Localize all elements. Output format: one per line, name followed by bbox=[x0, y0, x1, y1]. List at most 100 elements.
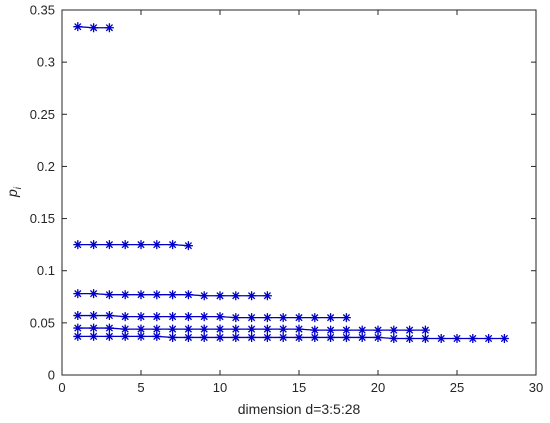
series-line bbox=[77, 314, 347, 319]
data-point-marker bbox=[310, 325, 320, 335]
data-point-marker bbox=[215, 324, 225, 334]
data-point-marker bbox=[104, 331, 114, 341]
data-point-marker bbox=[420, 334, 430, 343]
data-point-marker bbox=[152, 312, 162, 322]
data-point-marker bbox=[231, 332, 241, 342]
data-point-marker bbox=[89, 323, 99, 333]
data-point-marker bbox=[199, 332, 209, 342]
data-point-marker bbox=[405, 325, 415, 335]
data-point-marker bbox=[168, 324, 178, 334]
y-tick-label: 0.2 bbox=[37, 159, 55, 174]
data-point-marker bbox=[452, 334, 462, 343]
data-point-marker bbox=[183, 312, 193, 322]
data-point-marker bbox=[357, 332, 367, 342]
data-point-marker bbox=[420, 325, 430, 335]
data-point-marker bbox=[168, 290, 178, 300]
data-point-marker bbox=[310, 313, 320, 323]
data-point-marker bbox=[120, 290, 130, 300]
data-point-marker bbox=[73, 323, 83, 333]
data-point-marker bbox=[183, 241, 193, 251]
data-point-marker bbox=[120, 324, 130, 334]
data-point-marker bbox=[89, 23, 99, 33]
series-line bbox=[77, 335, 505, 340]
data-point-marker bbox=[341, 325, 351, 335]
x-tick-label: 30 bbox=[529, 380, 543, 395]
data-point-marker bbox=[215, 291, 225, 301]
x-ticks: 0 5 10 15 20 25 30 bbox=[58, 10, 543, 395]
data-point-marker bbox=[215, 312, 225, 322]
data-point-marker bbox=[231, 324, 241, 334]
data-point-marker bbox=[73, 240, 83, 250]
series-layer bbox=[73, 22, 509, 343]
data-point-marker bbox=[183, 332, 193, 342]
data-point-marker bbox=[199, 324, 209, 334]
data-point-marker bbox=[215, 332, 225, 342]
data-point-marker bbox=[326, 332, 336, 342]
data-point-marker bbox=[262, 332, 272, 342]
data-point-marker bbox=[104, 323, 114, 333]
data-point-marker bbox=[104, 290, 114, 300]
data-point-marker bbox=[484, 334, 494, 343]
data-point-marker bbox=[468, 334, 478, 343]
y-tick-label: 0.25 bbox=[30, 107, 55, 122]
data-point-marker bbox=[405, 334, 415, 343]
y-tick-label: 0.1 bbox=[37, 263, 55, 278]
y-tick-label: 0.35 bbox=[30, 3, 55, 18]
y-tick-label: 0 bbox=[48, 368, 55, 383]
data-point-marker bbox=[231, 291, 241, 301]
data-point-marker bbox=[373, 325, 383, 335]
data-point-marker bbox=[183, 324, 193, 334]
data-point-marker bbox=[73, 289, 83, 299]
data-point-marker bbox=[341, 332, 351, 342]
data-point-marker bbox=[136, 240, 146, 250]
x-axis-label: dimension d=3:5:28 bbox=[238, 401, 361, 417]
data-point-marker bbox=[104, 23, 114, 33]
data-point-marker bbox=[104, 240, 114, 250]
data-point-marker bbox=[294, 324, 304, 334]
data-point-marker bbox=[294, 332, 304, 342]
data-point-marker bbox=[247, 313, 257, 323]
x-tick-label: 0 bbox=[58, 380, 65, 395]
data-point-marker bbox=[136, 324, 146, 334]
y-ticks: 0 0.05 0.1 0.15 0.2 0.25 0.3 0.35 bbox=[30, 3, 536, 383]
series-d23 bbox=[73, 323, 430, 335]
data-point-marker bbox=[136, 312, 146, 322]
data-point-marker bbox=[436, 334, 446, 343]
data-point-marker bbox=[231, 313, 241, 323]
data-point-marker bbox=[262, 291, 272, 301]
data-point-marker bbox=[136, 290, 146, 300]
data-point-marker bbox=[73, 311, 83, 321]
data-point-marker bbox=[73, 331, 83, 341]
data-point-marker bbox=[120, 240, 130, 250]
data-point-marker bbox=[389, 334, 399, 343]
y-tick-label: 0.05 bbox=[30, 315, 55, 330]
data-point-marker bbox=[247, 332, 257, 342]
series-d13 bbox=[73, 289, 272, 301]
series-d18 bbox=[73, 311, 351, 323]
data-point-marker bbox=[310, 332, 320, 342]
y-tick-label: 0.15 bbox=[30, 211, 55, 226]
data-point-marker bbox=[357, 325, 367, 335]
data-point-marker bbox=[247, 291, 257, 301]
data-point-marker bbox=[136, 331, 146, 341]
series-d3 bbox=[73, 22, 114, 33]
y-axis-label-main: p bbox=[4, 189, 20, 198]
y-tick-label: 0.3 bbox=[37, 55, 55, 70]
data-point-marker bbox=[168, 332, 178, 342]
series-d8 bbox=[73, 240, 193, 251]
data-point-marker bbox=[152, 324, 162, 334]
data-point-marker bbox=[341, 313, 351, 323]
x-tick-label: 15 bbox=[292, 380, 306, 395]
data-point-marker bbox=[89, 311, 99, 321]
x-tick-label: 20 bbox=[371, 380, 385, 395]
data-point-marker bbox=[499, 334, 509, 343]
data-point-marker bbox=[262, 324, 272, 334]
data-point-marker bbox=[373, 332, 383, 342]
data-point-marker bbox=[152, 331, 162, 341]
data-point-marker bbox=[168, 240, 178, 250]
data-point-marker bbox=[152, 290, 162, 300]
data-point-marker bbox=[152, 240, 162, 250]
data-point-marker bbox=[168, 312, 178, 322]
data-point-marker bbox=[262, 313, 272, 323]
